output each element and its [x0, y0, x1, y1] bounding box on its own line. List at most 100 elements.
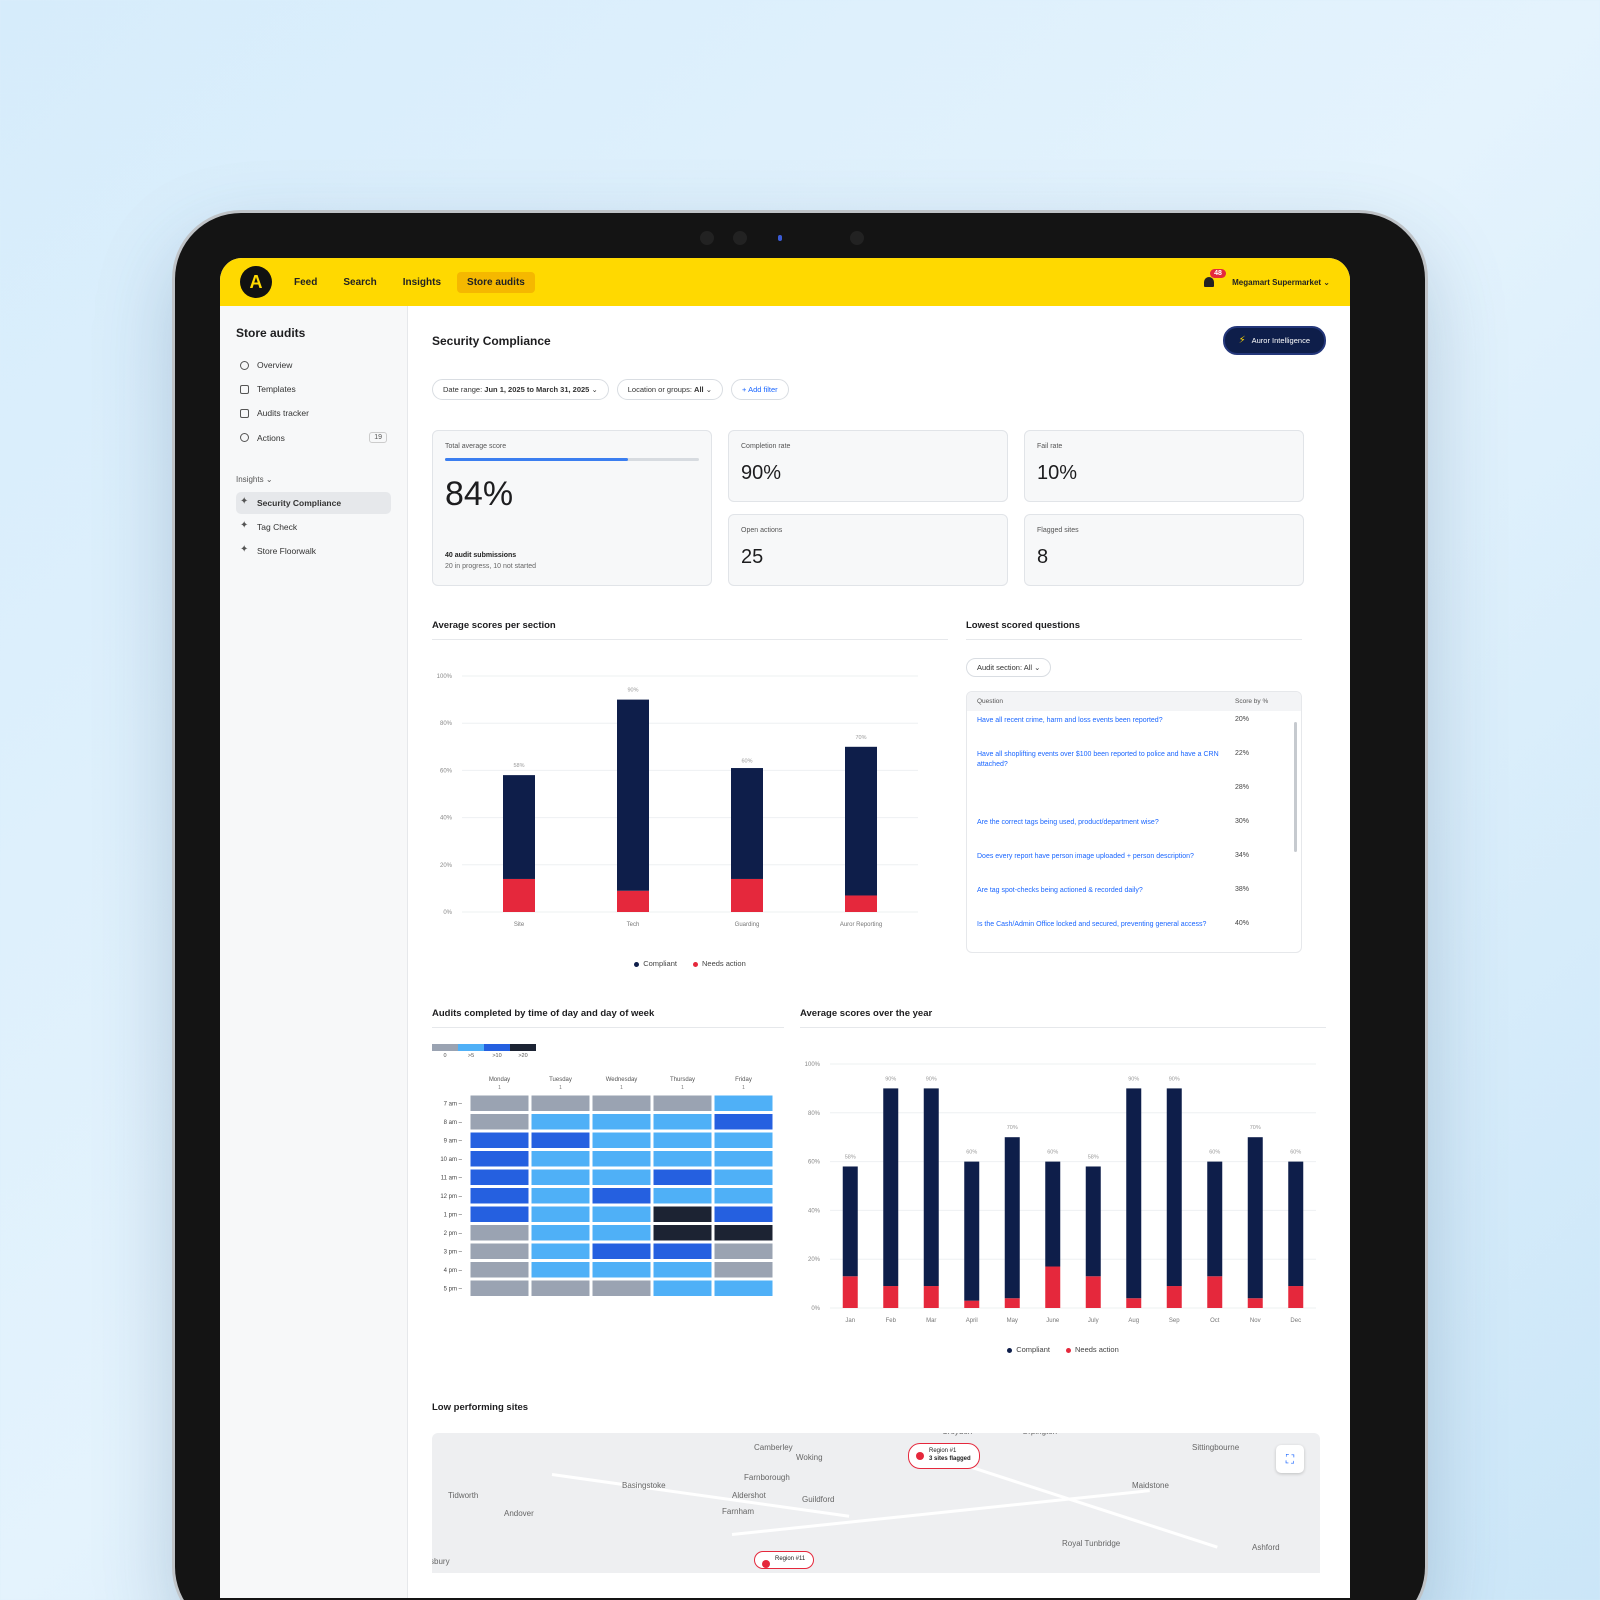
add-filter-button[interactable]: + Add filter	[731, 379, 789, 400]
bar-needs-action[interactable]	[1045, 1266, 1061, 1308]
map-region-pin[interactable]: Region #11	[754, 1551, 815, 1569]
sites-map[interactable]: ⛶ Camberley Woking Farnborough Basingstoke A…	[432, 1433, 1320, 1573]
bar-needs-action[interactable]	[617, 890, 649, 912]
sidebar-item-actions[interactable]: Actions 19	[236, 426, 391, 449]
bar-compliant[interactable]	[964, 1161, 980, 1301]
heatmap-cell[interactable]	[591, 1242, 652, 1260]
notification-bell-icon[interactable]: 48	[1204, 269, 1226, 289]
heatmap-cell[interactable]	[469, 1279, 530, 1297]
bar-compliant[interactable]	[923, 1088, 939, 1287]
bar-needs-action[interactable]	[964, 1300, 980, 1308]
question-link[interactable]: Does every report have person image uplo…	[977, 853, 1194, 860]
sidebar-item-overview[interactable]: Overview	[236, 354, 391, 376]
bar-needs-action[interactable]	[503, 878, 535, 912]
heatmap-cell[interactable]	[713, 1187, 774, 1205]
heatmap-cell[interactable]	[530, 1242, 591, 1260]
question-link[interactable]: Are tag spot-checks being actioned & rec…	[977, 887, 1143, 894]
heatmap-cell[interactable]	[530, 1113, 591, 1131]
heatmap-cell[interactable]	[530, 1150, 591, 1168]
date-range-filter[interactable]: Date range: Jun 1, 2025 to March 31, 202…	[432, 379, 609, 400]
bar-needs-action[interactable]	[1166, 1286, 1182, 1308]
heatmap-cell[interactable]	[469, 1261, 530, 1279]
bar-compliant[interactable]	[1247, 1137, 1263, 1299]
heatmap-cell[interactable]	[652, 1242, 713, 1260]
heatmap-cell[interactable]	[530, 1205, 591, 1223]
table-row[interactable]: Are tag spot-checks being actioned & rec…	[967, 881, 1301, 915]
table-row[interactable]: 28%	[967, 779, 1301, 813]
question-link[interactable]: Have all shoplifting events over $100 be…	[977, 751, 1219, 768]
bar-compliant[interactable]	[503, 775, 535, 879]
table-row[interactable]: Does every report have person image uplo…	[967, 847, 1301, 881]
org-switcher[interactable]: Megamart Supermarket ⌄	[1232, 278, 1330, 287]
heatmap-cell[interactable]	[652, 1131, 713, 1149]
heatmap-cell[interactable]	[713, 1205, 774, 1223]
bar-compliant[interactable]	[617, 699, 649, 891]
heatmap-cell[interactable]	[469, 1187, 530, 1205]
nav-insights[interactable]: Insights	[402, 276, 442, 288]
heatmap-cell[interactable]	[713, 1168, 774, 1186]
bar-needs-action[interactable]	[845, 895, 877, 912]
heatmap-cell[interactable]	[713, 1279, 774, 1297]
bar-needs-action[interactable]	[1126, 1298, 1142, 1308]
heatmap-cell[interactable]	[591, 1187, 652, 1205]
heatmap-cell[interactable]	[652, 1113, 713, 1131]
sidebar-item-store-floorwalk[interactable]: Store Floorwalk	[236, 540, 391, 562]
heatmap-cell[interactable]	[469, 1205, 530, 1223]
table-row[interactable]: Have all shoplifting events over $100 be…	[967, 745, 1301, 779]
heatmap-cell[interactable]	[591, 1261, 652, 1279]
heatmap-cell[interactable]	[713, 1224, 774, 1242]
expand-map-icon[interactable]: ⛶	[1276, 1445, 1304, 1473]
bar-needs-action[interactable]	[1004, 1298, 1020, 1308]
sidebar-item-security-compliance[interactable]: Security Compliance	[236, 492, 391, 514]
heatmap-cell[interactable]	[530, 1187, 591, 1205]
table-row[interactable]: Is the Cash/Admin Office locked and secu…	[967, 915, 1301, 949]
question-link[interactable]: Are the correct tags being used, product…	[977, 819, 1159, 826]
question-link[interactable]: Have all recent crime, harm and loss eve…	[977, 717, 1163, 724]
heatmap-cell[interactable]	[469, 1150, 530, 1168]
bar-compliant[interactable]	[1166, 1088, 1182, 1287]
nav-store-audits[interactable]: Store audits	[457, 271, 535, 293]
bar-compliant[interactable]	[1126, 1088, 1142, 1299]
bar-compliant[interactable]	[1207, 1161, 1223, 1277]
heatmap-cell[interactable]	[469, 1131, 530, 1149]
heatmap-cell[interactable]	[652, 1094, 713, 1112]
heatmap-cell[interactable]	[652, 1150, 713, 1168]
heatmap-cell[interactable]	[713, 1131, 774, 1149]
bar-needs-action[interactable]	[1288, 1286, 1304, 1308]
nav-feed[interactable]: Feed	[294, 276, 318, 288]
heatmap-cell[interactable]	[530, 1094, 591, 1112]
heatmap-cell[interactable]	[652, 1261, 713, 1279]
bar-compliant[interactable]	[845, 746, 877, 896]
heatmap-cell[interactable]	[530, 1279, 591, 1297]
heatmap-cell[interactable]	[713, 1150, 774, 1168]
bar-needs-action[interactable]	[883, 1286, 899, 1308]
heatmap-cell[interactable]	[591, 1168, 652, 1186]
heatmap-cell[interactable]	[713, 1113, 774, 1131]
heatmap-cell[interactable]	[713, 1261, 774, 1279]
bar-compliant[interactable]	[842, 1166, 858, 1277]
bar-compliant[interactable]	[1288, 1161, 1304, 1287]
heatmap-cell[interactable]	[652, 1168, 713, 1186]
app-logo[interactable]: A	[240, 266, 272, 298]
heatmap-cell[interactable]	[530, 1168, 591, 1186]
heatmap-cell[interactable]	[530, 1261, 591, 1279]
heatmap-cell[interactable]	[530, 1224, 591, 1242]
sidebar-item-audits-tracker[interactable]: Audits tracker	[236, 402, 391, 424]
heatmap-cell[interactable]	[652, 1279, 713, 1297]
nav-search[interactable]: Search	[343, 276, 377, 288]
bar-needs-action[interactable]	[1207, 1276, 1223, 1308]
heatmap-cell[interactable]	[713, 1242, 774, 1260]
heatmap-cell[interactable]	[469, 1224, 530, 1242]
bar-compliant[interactable]	[1004, 1137, 1020, 1299]
heatmap-cell[interactable]	[469, 1113, 530, 1131]
table-row[interactable]: Are the correct tags being used, product…	[967, 813, 1301, 847]
audit-section-dropdown[interactable]: Audit section: All ⌄	[966, 658, 1052, 677]
heatmap-cell[interactable]	[530, 1131, 591, 1149]
heatmap-cell[interactable]	[591, 1131, 652, 1149]
bar-needs-action[interactable]	[842, 1276, 858, 1308]
map-region-pin[interactable]: Region #1 3 sites flagged	[908, 1443, 980, 1469]
heatmap-cell[interactable]	[591, 1094, 652, 1112]
bar-needs-action[interactable]	[923, 1286, 939, 1308]
question-link[interactable]: Is the Cash/Admin Office locked and secu…	[977, 921, 1207, 928]
sidebar-item-tag-check[interactable]: Tag Check	[236, 516, 391, 538]
